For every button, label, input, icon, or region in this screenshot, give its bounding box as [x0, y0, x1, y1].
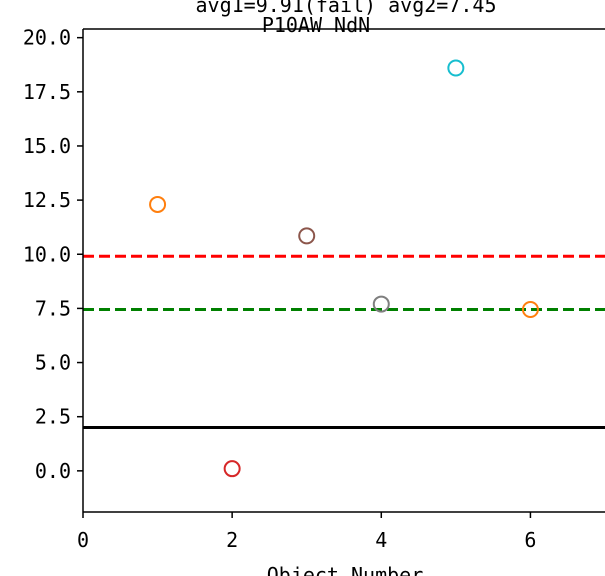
y-tick-label-3: 7.5 [35, 296, 71, 320]
data-point-1 [223, 460, 241, 478]
x-tick-label-0: 0 [77, 528, 89, 552]
chart-subtitle: avg1=9.91(fail) avg2=7.45 [195, 0, 496, 17]
y-tick-label-6: 15.0 [23, 134, 71, 158]
data-point-2 [298, 227, 316, 245]
y-tick-label-0: 0.0 [35, 459, 71, 483]
x-tick-label-2: 4 [375, 528, 387, 552]
data-point-0 [149, 195, 167, 213]
x-tick-label-1: 2 [226, 528, 238, 552]
axes: 0.0 2.5 5.0 7.5 10.0 12.5 15.0 17.5 20.0 0 2 4 6 [23, 26, 605, 552]
x-tick-label-3: 6 [524, 528, 536, 552]
reference-lines [83, 254, 605, 430]
chart-title: P10AW NdN [262, 13, 370, 37]
y-tick-label-1: 2.5 [35, 405, 71, 429]
x-axis-label: Object Number [267, 563, 424, 576]
data-point-5 [521, 300, 539, 318]
y-tick-label-2: 5.0 [35, 351, 71, 375]
y-tick-label-4: 10.0 [23, 242, 71, 266]
data-points [149, 59, 539, 478]
data-point-3 [372, 295, 390, 313]
y-tick-label-5: 12.5 [23, 188, 71, 212]
y-tick-label-8: 20.0 [23, 26, 71, 50]
y-tick-label-7: 17.5 [23, 80, 71, 104]
data-point-4 [447, 59, 465, 77]
